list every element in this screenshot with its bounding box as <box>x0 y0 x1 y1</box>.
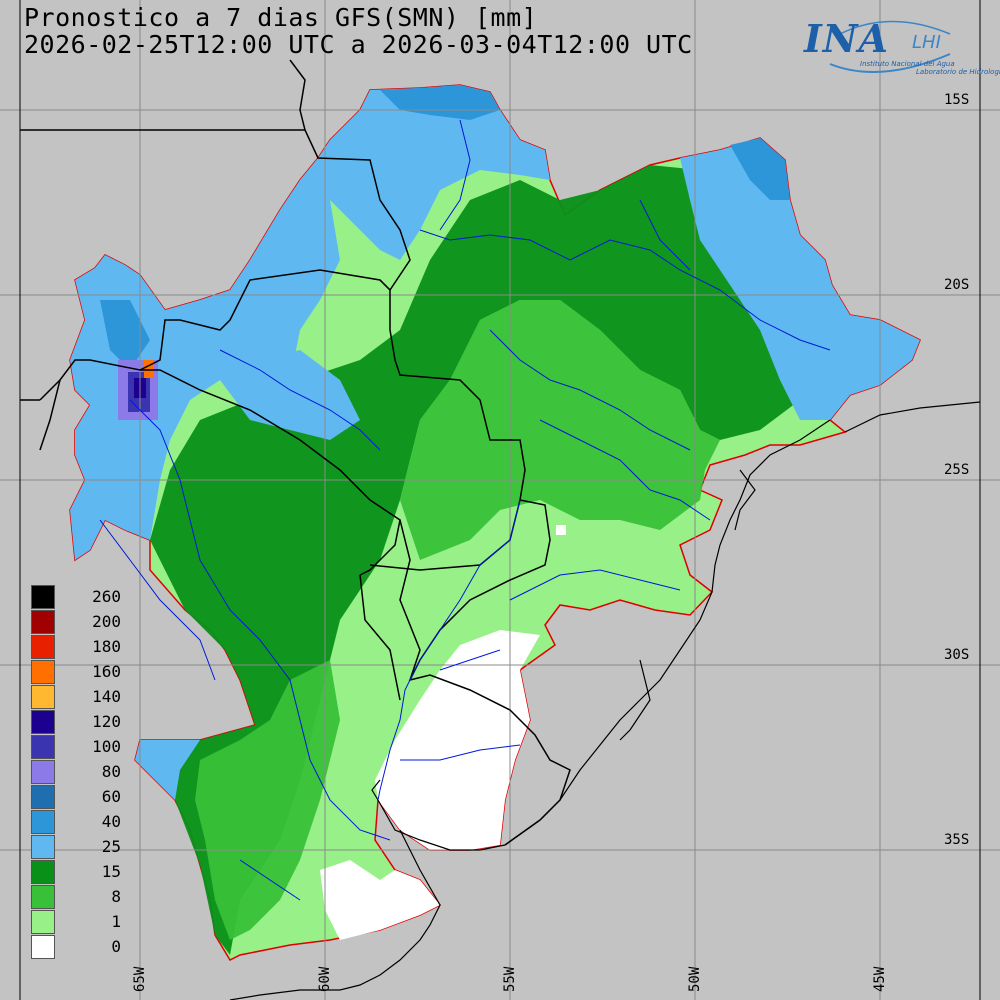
lon-label-45w: 45W <box>872 966 888 992</box>
zone-25mm <box>70 85 920 800</box>
legend-swatch <box>31 585 55 609</box>
legend-value: 15 <box>101 862 121 881</box>
legend-row: 25 <box>31 834 131 859</box>
logo-swoosh <box>829 20 951 73</box>
legend-value: 80 <box>101 762 121 781</box>
lat-label-20s: 20S <box>944 277 970 293</box>
map-title: Pronostico a 7 dias GFS(SMN) [mm] <box>24 3 538 32</box>
ina-lhi-logo: INA LHI Instituto Nacional del Agua Labo… <box>800 14 1000 84</box>
legend-row: 200 <box>31 609 131 634</box>
lat-label-25s: 25S <box>944 462 970 478</box>
lon-label-55w: 55W <box>502 966 518 992</box>
frame-ticks <box>19 0 981 1000</box>
lon-label-50w: 50W <box>687 966 703 992</box>
lon-label-65w: 65W <box>132 966 148 992</box>
legend-swatch <box>31 810 55 834</box>
legend-value: 40 <box>101 812 121 831</box>
legend-value: 200 <box>92 612 121 631</box>
legend-swatch <box>31 710 55 734</box>
legend-row: 40 <box>31 809 131 834</box>
legend-value: 120 <box>92 712 121 731</box>
legend-value: 100 <box>92 737 121 756</box>
legend-row: 15 <box>31 859 131 884</box>
forecast-period: 2026-02-25T12:00 UTC a 2026-03-04T12:00 … <box>24 30 693 59</box>
coastline <box>229 401 981 1000</box>
legend-swatch <box>31 735 55 759</box>
legend-row: 60 <box>31 784 131 809</box>
legend-value: 180 <box>92 637 121 656</box>
lon-label-60w: 60W <box>317 966 333 992</box>
legend-value: 260 <box>92 587 121 606</box>
lat-label-15s: 15S <box>944 92 970 108</box>
legend-row: 140 <box>31 684 131 709</box>
legend-swatch <box>31 610 55 634</box>
legend-swatch <box>31 785 55 809</box>
legend-row: 0 <box>31 934 131 959</box>
zone-8mm <box>195 300 720 940</box>
zone-160mm <box>144 360 154 378</box>
legend-value: 8 <box>111 887 121 906</box>
legend-row: 80 <box>31 759 131 784</box>
legend-value: 0 <box>111 937 121 956</box>
legend-value: 140 <box>92 687 121 706</box>
legend-swatch <box>31 910 55 934</box>
logo-subtitle-lab: Laboratorio de Hidrología <box>916 68 1000 76</box>
rivers <box>99 119 831 901</box>
legend-swatch <box>31 660 55 684</box>
legend-value: 160 <box>92 662 121 681</box>
logo-subtitle-institute: Instituto Nacional del Agua <box>860 60 955 68</box>
legend-swatch <box>31 760 55 784</box>
legend-row: 180 <box>31 634 131 659</box>
lat-label-35s: 35S <box>944 832 970 848</box>
legend-value: 60 <box>101 787 121 806</box>
legend-swatch <box>31 935 55 959</box>
legend-value: 25 <box>101 837 121 856</box>
logo-lhi-text: LHI <box>912 32 941 53</box>
legend-row: 120 <box>31 709 131 734</box>
legend-swatch <box>31 835 55 859</box>
legend-row: 260 <box>31 584 131 609</box>
zone-15mm <box>140 165 830 955</box>
legend-row: 8 <box>31 884 131 909</box>
zone-0mm <box>320 525 566 940</box>
legend-row: 100 <box>31 734 131 759</box>
legend-swatch <box>31 885 55 909</box>
legend-row: 1 <box>31 909 131 934</box>
legend-value: 1 <box>111 912 121 931</box>
lat-label-30s: 30S <box>944 647 970 663</box>
legend-swatch <box>31 685 55 709</box>
legend-row: 160 <box>31 659 131 684</box>
legend-swatch <box>31 635 55 659</box>
logo-ina-text: INA <box>804 16 889 61</box>
legend-swatch <box>31 860 55 884</box>
